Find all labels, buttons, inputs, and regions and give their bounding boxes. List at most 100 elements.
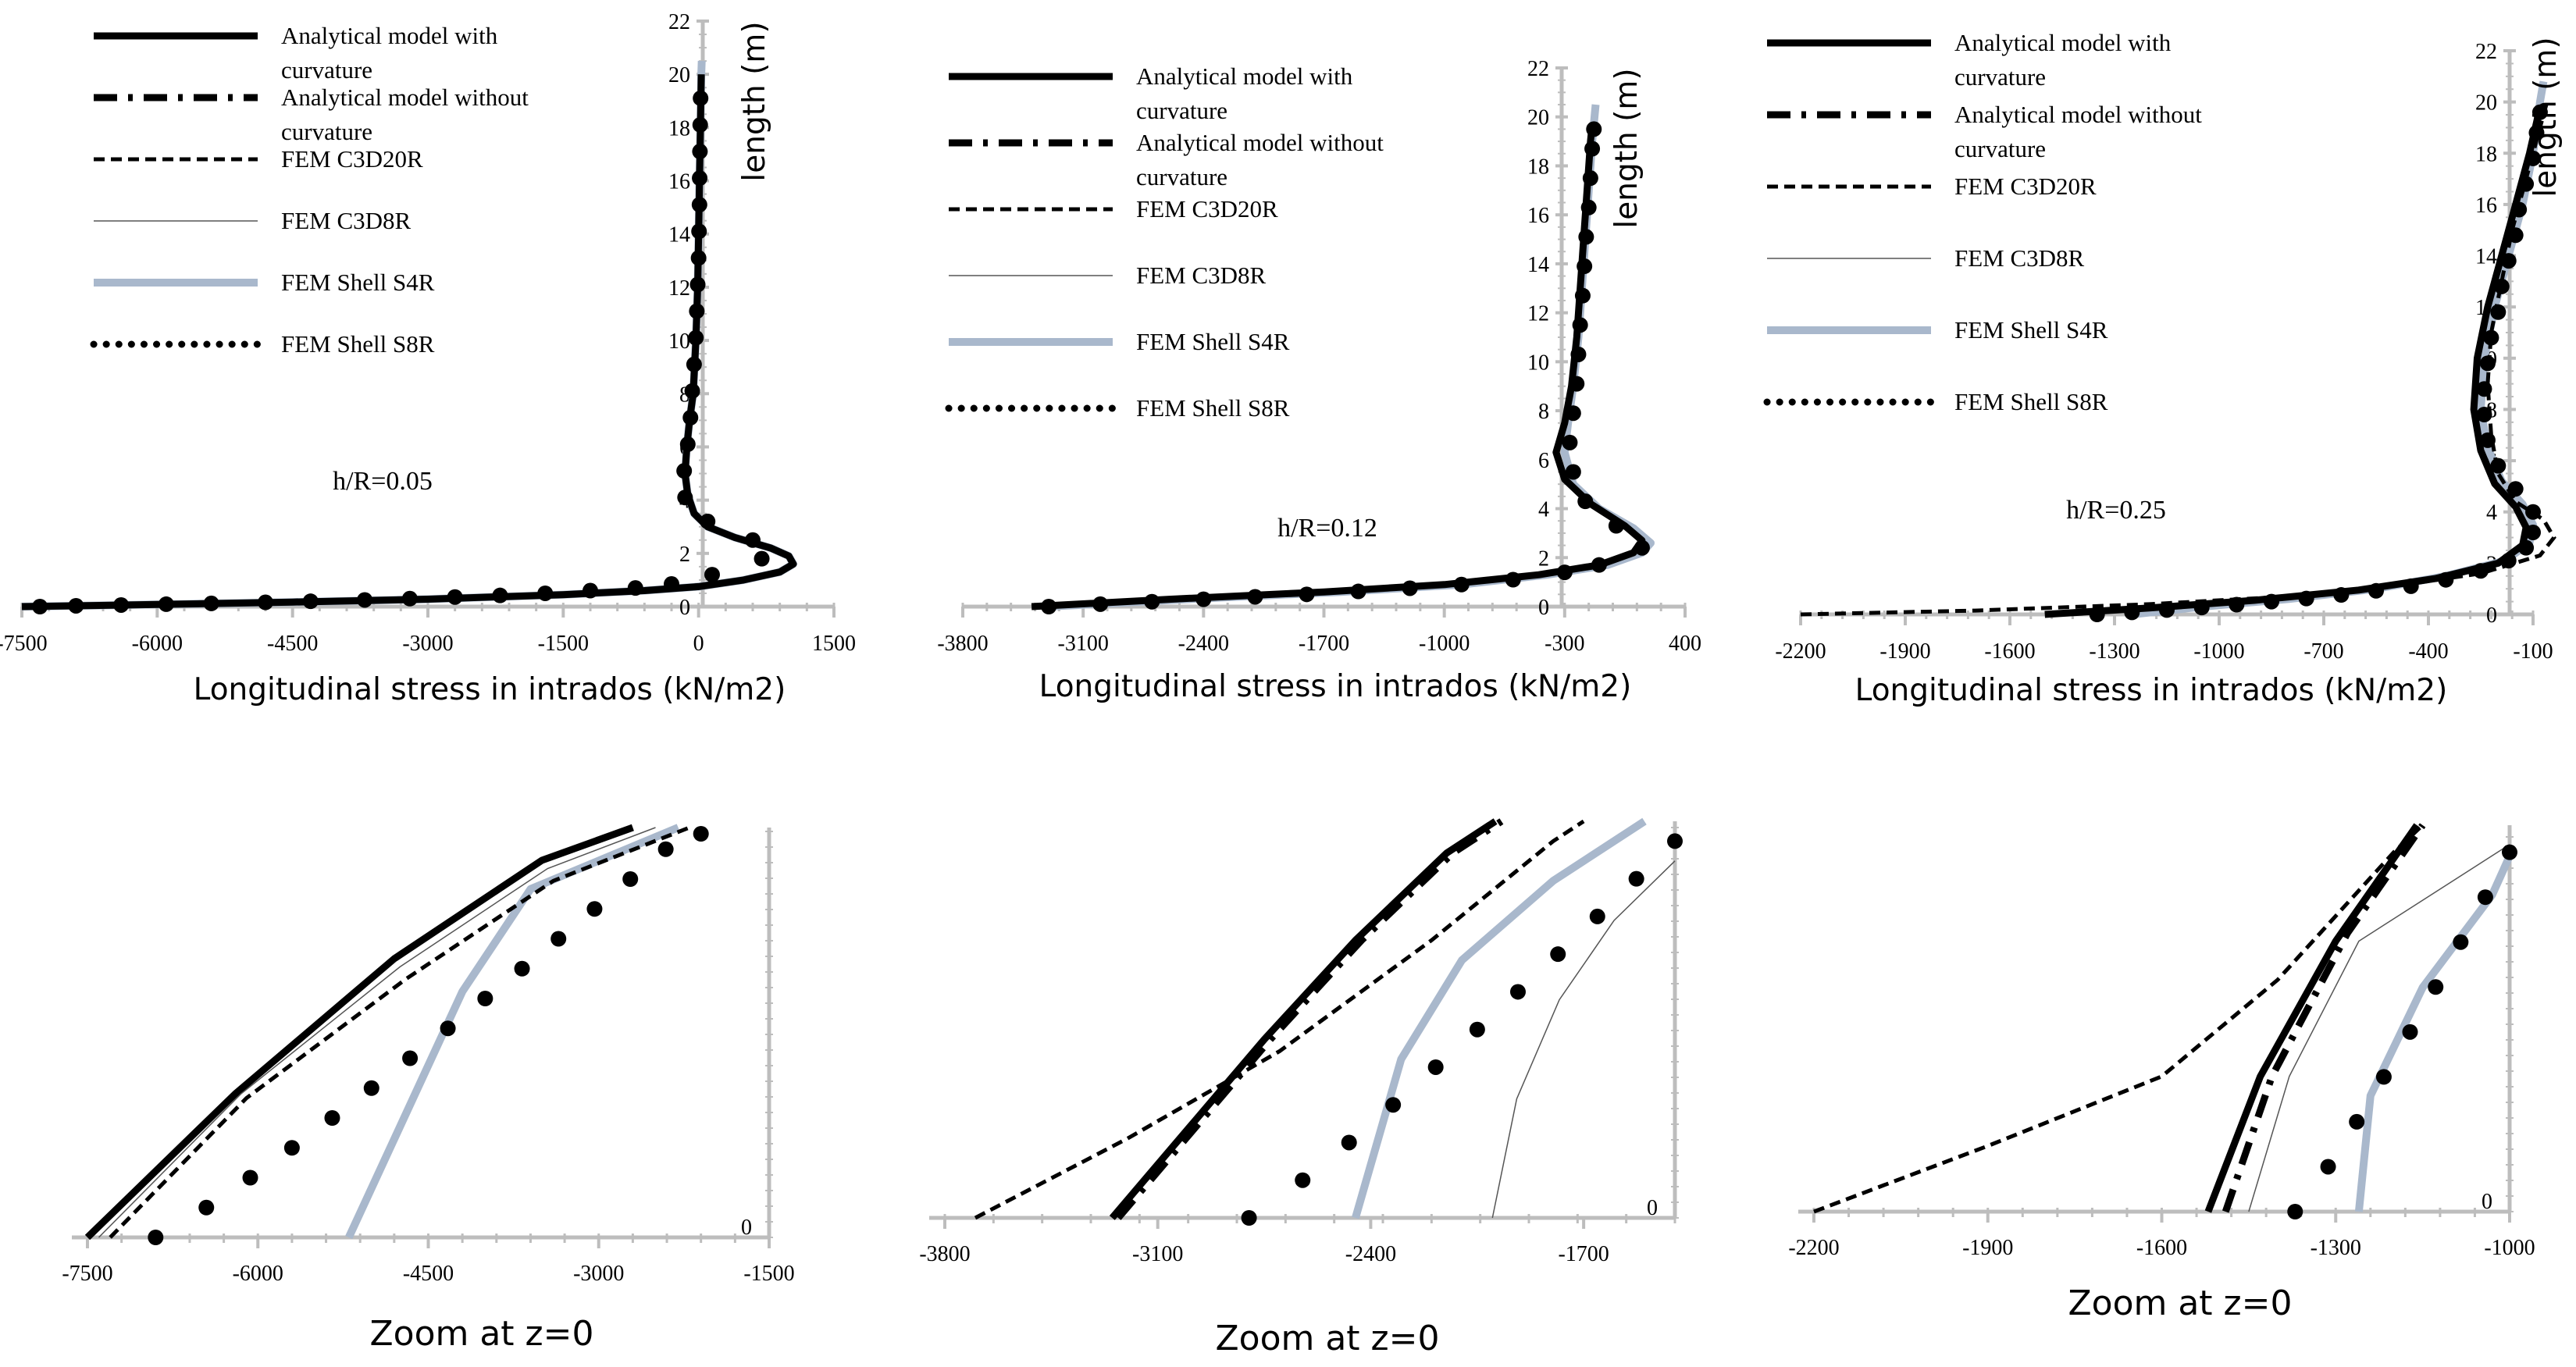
zoom-series-curv <box>1109 818 1498 1220</box>
y-tick-label: 4 <box>2486 501 2497 525</box>
series-marker-s8r <box>2479 432 2496 448</box>
y-tick-label: 14 <box>2475 245 2497 269</box>
zoom-marker-s8r <box>1469 1021 1485 1038</box>
zoom-marker-s8r <box>2375 1069 2392 1085</box>
zoom-marker-s8r <box>1295 1172 1311 1188</box>
series-marker-s8r <box>2490 304 2507 320</box>
zoom-marker-s8r <box>242 1169 258 1186</box>
y-tick-label: 16 <box>668 170 690 194</box>
zoom-marker-s8r <box>586 901 603 917</box>
x-tick-label: -1900 <box>1962 1236 2013 1260</box>
x-tick-label: 0 <box>693 632 704 656</box>
legend-label: Analytical model without curvature <box>281 84 529 145</box>
series-marker-s8r <box>2473 563 2489 579</box>
legend-label-line: curvature <box>281 118 372 145</box>
x-tick-label: -100 <box>2513 639 2553 664</box>
x-tick-label: -300 <box>1545 632 1584 656</box>
zoom-marker-s8r <box>2402 1023 2418 1040</box>
series-marker-s8r <box>1572 317 1588 333</box>
y-tick-label: 10 <box>668 329 690 354</box>
series-marker-s8r <box>2438 571 2454 588</box>
zoom-series-c3d8 <box>2248 844 2510 1212</box>
legend-label: FEM C3D20R <box>281 145 423 173</box>
x-tick-label: -2200 <box>1775 639 1826 664</box>
zoom-marker-s8r <box>2320 1159 2336 1175</box>
legend-label: FEM C3D8R <box>281 207 412 234</box>
series-marker-s8r <box>1608 518 1624 534</box>
legend-label: Analytical model with curvature <box>281 22 498 84</box>
zoom-marker-s8r <box>198 1199 215 1216</box>
legend-label: Analytical model with curvature <box>1136 62 1353 124</box>
legend-label: FEM C3D8R <box>1136 262 1267 289</box>
x-tick-label: -1900 <box>1879 639 1930 664</box>
series-marker-s8r <box>704 567 720 583</box>
series-marker-s8r <box>2500 553 2517 569</box>
series-marker-s8r <box>1577 493 1594 510</box>
series-marker-s8r <box>692 144 708 160</box>
x-tick-label: -6000 <box>233 1262 283 1286</box>
legend-label: FEM C3D8R <box>1954 244 2085 272</box>
x-tick-label: -1300 <box>2311 1236 2361 1260</box>
series-marker-s8r <box>1584 141 1601 157</box>
x-tick-label: -3800 <box>919 1242 970 1266</box>
x-tick-label: -7500 <box>0 632 48 656</box>
x-axis-title: Longitudinal stress in intrados (kN/m2) <box>1039 669 1632 704</box>
zoom-panel-bottom-middle: -3800 -3100 -2400 -1700 0 Zoom at z=0 <box>919 817 1683 1358</box>
series-marker-s8r <box>1144 593 1160 610</box>
zoom-marker-s8r <box>1667 833 1683 849</box>
y-tick-label: 0 <box>2482 1190 2492 1214</box>
x-tick-label: -1000 <box>2484 1236 2535 1260</box>
zoom-marker-s8r <box>1628 870 1644 887</box>
x-tick-label: -1300 <box>2089 639 2140 664</box>
series-marker-s8r <box>684 383 700 399</box>
series-marker-s8r <box>537 585 554 601</box>
zoom-marker-s8r <box>1589 908 1605 924</box>
legend-label: Analytical model without curvature <box>1136 129 1384 190</box>
series-marker-s8r <box>689 276 706 293</box>
zoom-marker-s8r <box>402 1050 419 1066</box>
series-marker-s8r <box>1574 287 1591 304</box>
series-marker-s8r <box>679 436 696 453</box>
legend-label-line: Analytical model with <box>281 22 498 49</box>
zoom-marker-s8r <box>2349 1113 2365 1130</box>
series-marker-s8r <box>2333 587 2350 603</box>
series-marker-s8r <box>2124 604 2140 621</box>
series-marker-s8r <box>2089 607 2105 622</box>
x-tick-label: -400 <box>2408 639 2448 664</box>
series-marker-s8r <box>2531 104 2548 120</box>
x-tick-label: -4500 <box>403 1262 454 1286</box>
legend-label: FEM Shell S4R <box>1136 328 1290 355</box>
series-marker-s8r <box>1453 576 1470 593</box>
zoom-marker-s8r <box>2428 979 2444 995</box>
zoom-marker-s8r <box>1509 984 1526 1000</box>
legend-label: FEM Shell S8R <box>1954 388 2108 415</box>
x-tick-label: -2400 <box>1178 632 1229 656</box>
x-axis-title: Longitudinal stress in intrados (kN/m2) <box>194 672 786 707</box>
zoom-marker-s8r <box>622 871 639 887</box>
series-marker-s8r <box>2490 457 2507 474</box>
y-axis-title: length (m) <box>2528 37 2564 197</box>
y-tick-label: 0 <box>679 596 690 620</box>
series-marker-s8r <box>2403 578 2419 594</box>
zoom-title: Zoom at z=0 <box>370 1314 594 1354</box>
series-marker-s8r <box>2525 524 2541 540</box>
series-marker-s8r <box>692 170 708 187</box>
y-tick-label: 22 <box>2475 40 2497 64</box>
series-marker-s8r <box>2493 278 2510 294</box>
series-marker-s8r <box>2264 593 2279 610</box>
series-marker-s8r <box>583 582 598 599</box>
h-over-r-annotation: h/R=0.25 <box>2066 496 2166 525</box>
legend-label: FEM C3D20R <box>1136 195 1278 222</box>
series-marker-s8r <box>2476 381 2492 397</box>
series-marker-s8r <box>1092 596 1109 612</box>
zoom-marker-s8r <box>1550 946 1566 963</box>
x-tick-label: -1600 <box>2136 1236 2187 1260</box>
series-marker-s8r <box>686 356 702 372</box>
series-marker-s8r <box>689 303 705 319</box>
y-tick-label: 22 <box>668 10 690 34</box>
legend-label: FEM C3D20R <box>1954 173 2097 200</box>
series-marker-s8r <box>700 513 716 529</box>
zoom-series-c3d20 <box>974 819 1585 1220</box>
series-marker-s8r <box>2518 176 2535 192</box>
